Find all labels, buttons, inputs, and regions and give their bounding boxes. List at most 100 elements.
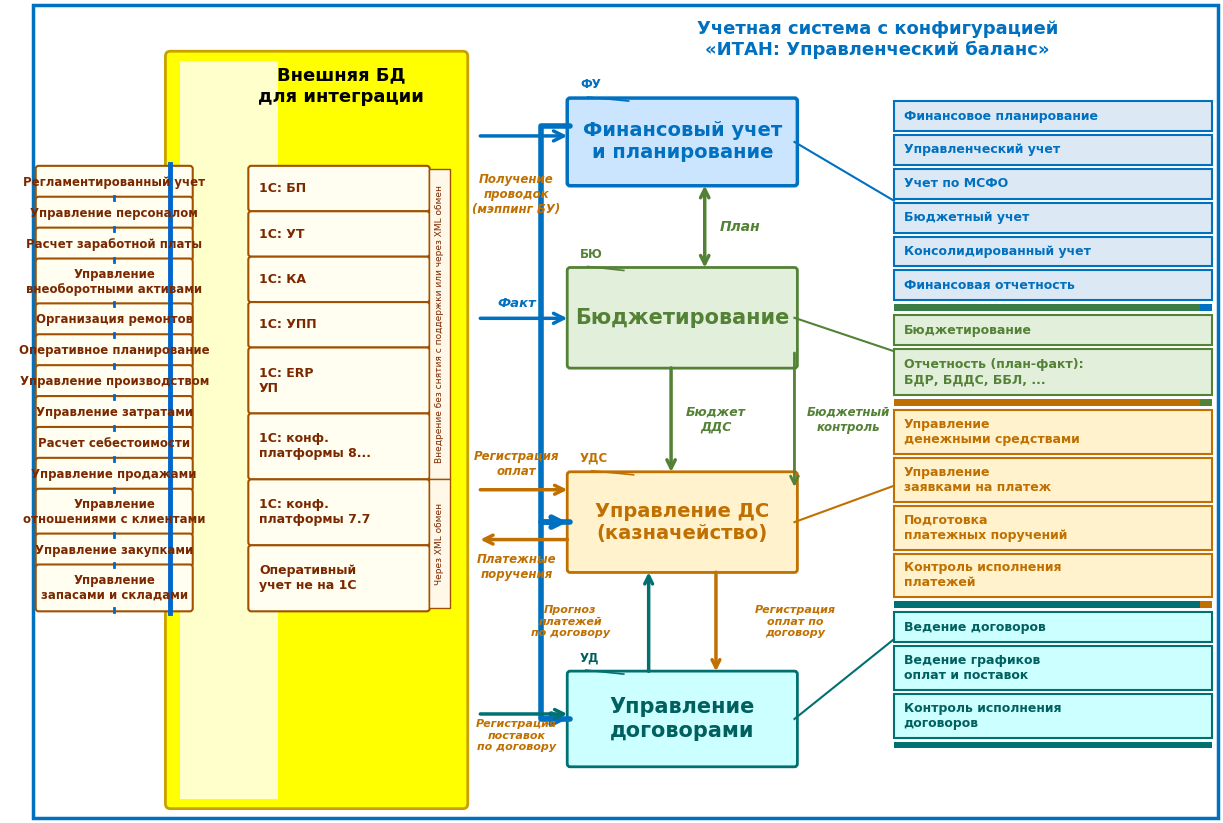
Bar: [894, 612, 1212, 642]
FancyBboxPatch shape: [567, 472, 797, 573]
Text: Отчетность (план-факт):
БДР, БДДС, ББЛ, ...: Отчетность (план-факт): БДР, БДДС, ББЛ, …: [904, 358, 1084, 386]
FancyBboxPatch shape: [248, 257, 429, 302]
Bar: [180, 61, 278, 798]
Text: 1С: конф.
платформы 8...: 1С: конф. платформы 8...: [259, 432, 371, 460]
Text: ФУ: ФУ: [580, 78, 600, 91]
FancyBboxPatch shape: [248, 212, 429, 257]
FancyBboxPatch shape: [248, 413, 429, 480]
Text: Управление персоналом: Управление персоналом: [31, 207, 198, 220]
Text: Консолидированный учет: Консолидированный учет: [904, 245, 1091, 258]
Text: Управление производством: Управление производством: [20, 375, 209, 388]
Bar: [894, 169, 1212, 198]
Text: 1С: конф.
платформы 7.7: 1С: конф. платформы 7.7: [259, 499, 371, 527]
Text: Оперативный
учет не на 1С: Оперативный учет не на 1С: [259, 565, 357, 593]
FancyBboxPatch shape: [35, 197, 193, 230]
FancyBboxPatch shape: [248, 479, 429, 546]
FancyBboxPatch shape: [567, 98, 797, 186]
Text: УДС: УДС: [580, 452, 608, 465]
Text: Финансовый учет
и планирование: Финансовый учет и планирование: [582, 122, 781, 162]
Text: Бюджетирование: Бюджетирование: [575, 308, 790, 328]
Bar: [894, 554, 1212, 597]
Bar: [1200, 399, 1212, 406]
FancyBboxPatch shape: [35, 396, 193, 429]
Bar: [894, 602, 1212, 608]
FancyBboxPatch shape: [35, 427, 193, 460]
Text: БЮ: БЮ: [580, 248, 603, 261]
FancyBboxPatch shape: [248, 546, 429, 611]
FancyBboxPatch shape: [567, 671, 797, 767]
Bar: [894, 271, 1212, 300]
Bar: [894, 315, 1212, 345]
Text: Расчет себестоимости: Расчет себестоимости: [38, 437, 191, 450]
Text: Контроль исполнения
платежей: Контроль исполнения платежей: [904, 561, 1062, 589]
Bar: [894, 742, 1212, 748]
Text: Получение
проводок
(мэппинг БУ): Получение проводок (мэппинг БУ): [472, 173, 560, 216]
Text: 1С: БП: 1С: БП: [259, 182, 306, 195]
Text: Управление ДС
(казначейство): Управление ДС (казначейство): [596, 502, 769, 542]
Text: Управление продажами: Управление продажами: [32, 467, 197, 481]
Bar: [894, 458, 1212, 502]
Text: Финансовая отчетность: Финансовая отчетность: [904, 279, 1075, 292]
Text: Регламентированный учет: Регламентированный учет: [23, 176, 205, 188]
Text: Ведение договоров: Ведение договоров: [904, 621, 1046, 634]
Text: Учетная система с конфигурацией
«ИТАН: Управленческий баланс»: Учетная система с конфигурацией «ИТАН: У…: [697, 20, 1058, 58]
Text: Регистрация
оплат по
договору: Регистрация оплат по договору: [755, 605, 837, 639]
Text: Внедрение без снятия с поддержки или через XML обмен: Внедрение без снятия с поддержки или чер…: [435, 185, 444, 463]
Text: Бюджетный учет: Бюджетный учет: [904, 212, 1029, 224]
Text: Бюджет
ДДС: Бюджет ДДС: [686, 406, 746, 434]
FancyBboxPatch shape: [35, 228, 193, 261]
FancyBboxPatch shape: [35, 165, 193, 198]
Bar: [894, 101, 1212, 131]
FancyBboxPatch shape: [248, 302, 429, 347]
Bar: [894, 646, 1212, 690]
FancyBboxPatch shape: [35, 565, 193, 611]
FancyBboxPatch shape: [35, 334, 193, 367]
Text: Управление
денежными средствами: Управление денежными средствами: [904, 418, 1080, 446]
Text: Прогноз
платежей
по договору: Прогноз платежей по договору: [531, 605, 609, 639]
Text: Подготовка
платежных поручений: Подготовка платежных поручений: [904, 514, 1066, 542]
Bar: [894, 505, 1212, 550]
Text: Через XML обмен: Через XML обмен: [435, 503, 444, 585]
Text: Управление
отношениями с клиентами: Управление отношениями с клиентами: [23, 498, 205, 526]
FancyBboxPatch shape: [165, 51, 467, 809]
Text: Управление затратами: Управление затратами: [35, 406, 193, 419]
Text: Оперативное планирование: Оперативное планирование: [18, 344, 209, 357]
Bar: [894, 305, 1212, 311]
Text: Управленческий учет: Управленческий учет: [904, 143, 1060, 156]
Text: Регистрация
оплат: Регистрация оплат: [473, 450, 559, 478]
Bar: [894, 399, 1212, 406]
Text: План: План: [719, 220, 761, 234]
Text: Бюджетирование: Бюджетирование: [904, 323, 1032, 337]
Text: Платежные
поручения: Платежные поручения: [477, 552, 556, 580]
Text: Управление
заявками на платеж: Управление заявками на платеж: [904, 466, 1051, 494]
Text: Контроль исполнения
договоров: Контроль исполнения договоров: [904, 702, 1062, 730]
Text: Учет по МСФО: Учет по МСФО: [904, 177, 1008, 190]
Bar: [1200, 602, 1212, 608]
Text: Регистрация
поставок
по договору: Регистрация поставок по договору: [476, 719, 556, 752]
Bar: [894, 410, 1212, 453]
Text: 1С: УТ: 1С: УТ: [259, 227, 305, 240]
Text: Ведение графиков
оплат и поставок: Ведение графиков оплат и поставок: [904, 654, 1040, 682]
Bar: [894, 236, 1212, 267]
Bar: [429, 169, 450, 480]
Text: Управление
запасами и складами: Управление запасами и складами: [40, 574, 188, 602]
FancyBboxPatch shape: [567, 267, 797, 368]
Text: Расчет заработной платы: Расчет заработной платы: [26, 238, 202, 250]
FancyBboxPatch shape: [35, 458, 193, 491]
FancyBboxPatch shape: [248, 347, 429, 413]
Text: Внешняя БД
для интеграции: Внешняя БД для интеграции: [258, 67, 424, 105]
FancyBboxPatch shape: [35, 258, 193, 305]
Text: Организация ремонтов: Организация ремонтов: [35, 314, 193, 326]
FancyBboxPatch shape: [35, 489, 193, 536]
Text: Управление
внеоборотными активами: Управление внеоборотными активами: [26, 268, 202, 296]
Bar: [894, 202, 1212, 233]
FancyBboxPatch shape: [248, 165, 429, 212]
Text: Управление
договорами: Управление договорами: [609, 697, 755, 741]
Text: Бюджетный
контроль: Бюджетный контроль: [806, 406, 890, 434]
FancyBboxPatch shape: [35, 365, 193, 398]
Bar: [894, 349, 1212, 395]
Text: Факт: Факт: [497, 297, 536, 310]
Text: Управление закупками: Управление закупками: [35, 543, 193, 556]
Bar: [894, 694, 1212, 738]
Text: УД: УД: [580, 651, 599, 664]
